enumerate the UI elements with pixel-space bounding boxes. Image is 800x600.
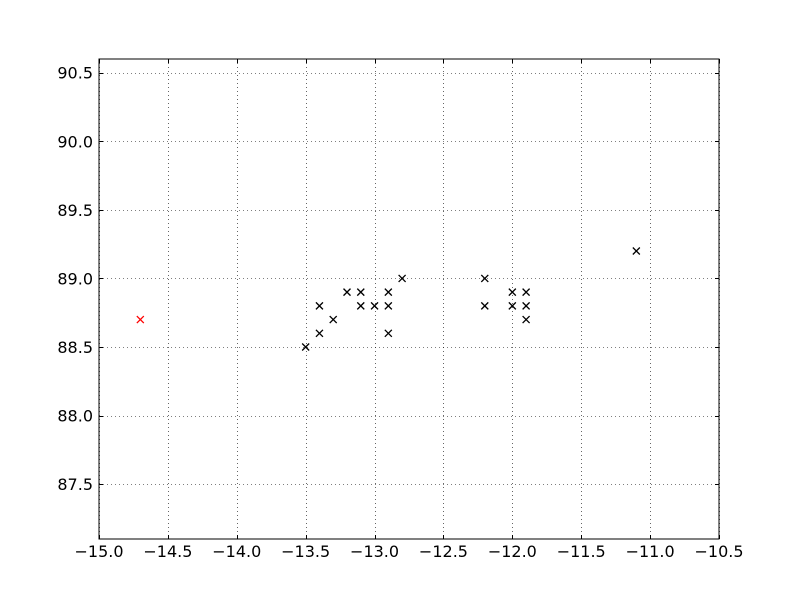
data-point-marker — [398, 274, 407, 283]
x-tick-label: −11.5 — [557, 542, 606, 561]
data-point-marker — [356, 288, 365, 297]
marker-stroke — [356, 288, 365, 297]
y-tick-label: 88.5 — [57, 338, 93, 357]
data-point-marker — [384, 329, 393, 338]
data-point-marker — [329, 315, 338, 324]
x-tick-label: −14.5 — [143, 542, 192, 561]
data-point-marker — [356, 301, 365, 310]
x-tick-label: −11.0 — [626, 542, 675, 561]
marker-stroke — [632, 247, 641, 255]
marker-stroke — [301, 343, 310, 351]
x-tick-label: −14.0 — [212, 542, 261, 561]
marker-stroke — [315, 329, 324, 338]
plot-background — [99, 59, 719, 539]
data-point-marker — [480, 301, 489, 310]
data-point-marker — [315, 301, 324, 310]
marker-stroke — [508, 288, 517, 297]
marker-stroke — [315, 301, 324, 310]
x-tick-label: −12.0 — [488, 542, 537, 561]
marker-stroke — [480, 274, 489, 283]
marker-stroke — [384, 288, 393, 297]
x-tick-label: −13.0 — [350, 542, 399, 561]
marker-stroke — [398, 274, 407, 283]
data-points — [136, 247, 641, 351]
y-tick-label: 90.5 — [57, 64, 93, 83]
highlighted-point-marker — [136, 315, 145, 324]
y-axis: 87.5 88.0 88.5 89.0 89.5 90.0 90.5 — [57, 64, 719, 494]
data-point-marker — [522, 301, 531, 310]
data-point-marker — [384, 288, 393, 297]
marker-stroke — [522, 315, 531, 324]
data-point-marker — [315, 329, 324, 338]
data-point-marker — [522, 315, 531, 324]
data-point-marker — [508, 288, 517, 297]
x-axis: −15.0 −14.5 −14.0 −13.5 −13.0 −12.5 −12.0 −11.5… — [74, 59, 744, 561]
data-point-marker — [522, 288, 531, 297]
y-tick-label: 88.0 — [57, 407, 93, 426]
data-point-marker — [508, 301, 517, 310]
marker-stroke — [508, 301, 517, 310]
marker-stroke — [370, 301, 379, 310]
x-tick-label: −13.5 — [281, 542, 330, 561]
data-point-marker — [301, 343, 310, 351]
y-tick-label: 87.5 — [57, 475, 93, 494]
x-tick-label: −15.0 — [74, 542, 123, 561]
marker-stroke — [522, 288, 531, 297]
data-point-marker — [384, 301, 393, 310]
marker-stroke — [480, 301, 489, 310]
plot-frame — [98, 58, 720, 540]
data-point-marker — [370, 301, 379, 310]
data-point-marker — [632, 247, 641, 255]
marker-stroke — [522, 301, 531, 310]
marker-stroke — [343, 288, 351, 297]
marker-stroke — [329, 315, 338, 324]
marker-stroke — [136, 315, 145, 324]
data-point-marker — [343, 288, 351, 297]
marker-stroke — [384, 329, 393, 338]
data-point-marker — [480, 274, 489, 283]
x-tick-label: −12.5 — [419, 542, 468, 561]
marker-stroke — [384, 301, 393, 310]
x-tick-label: −10.5 — [694, 542, 743, 561]
y-tick-label: 90.0 — [57, 132, 93, 151]
y-tick-label: 89.0 — [57, 269, 93, 288]
grid-lines — [99, 59, 720, 539]
marker-stroke — [356, 301, 365, 310]
y-tick-label: 89.5 — [57, 201, 93, 220]
